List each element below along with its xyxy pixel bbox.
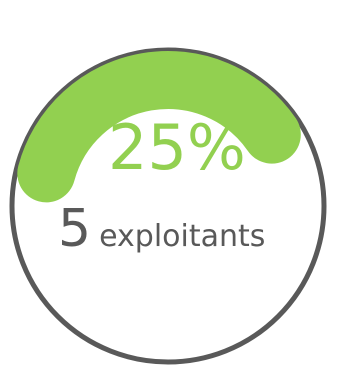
percent-label: 25%	[108, 111, 246, 184]
ring-track	[9, 47, 327, 365]
ring-progress-arc	[17, 51, 301, 203]
count-value: 5	[58, 199, 92, 259]
unit-label: exploitants	[99, 219, 266, 254]
count-line: 5 exploitants	[58, 196, 308, 270]
